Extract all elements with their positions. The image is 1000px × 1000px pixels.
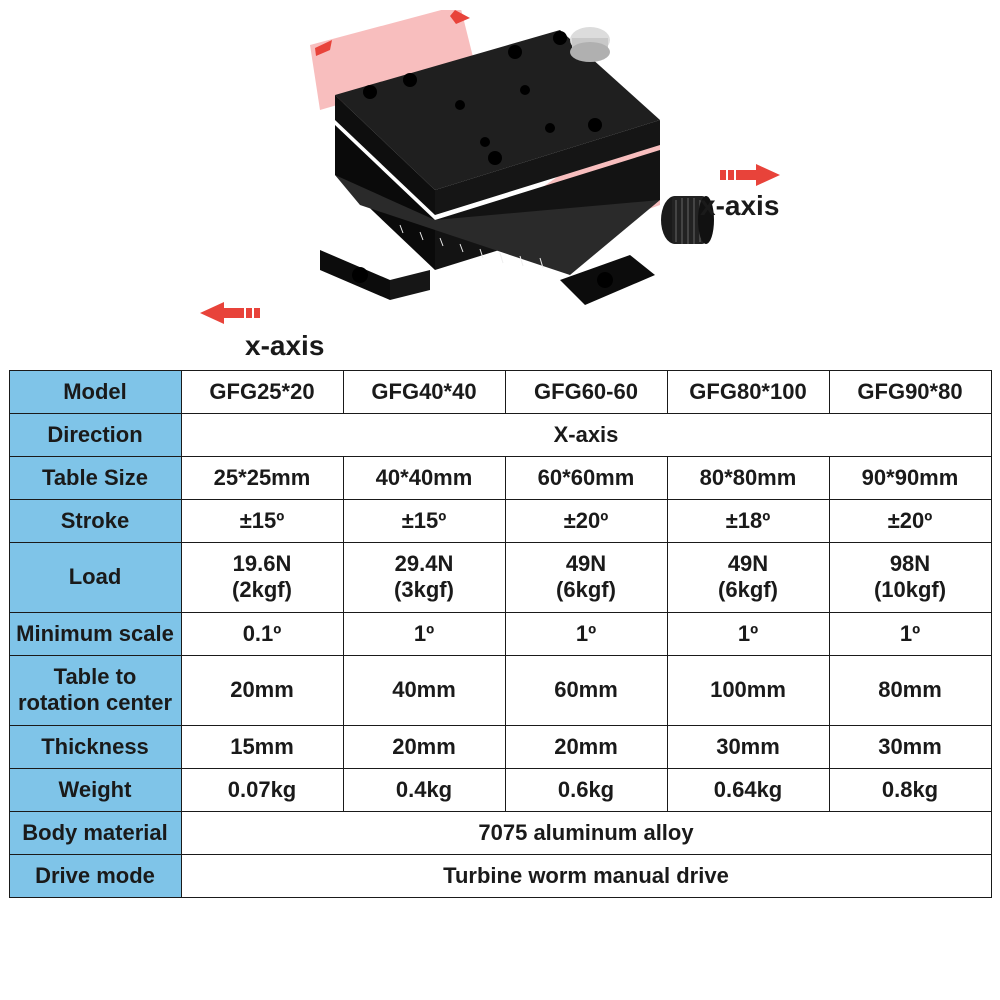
- axis-label-right: x-axis: [700, 190, 779, 222]
- row-label: Table torotation center: [9, 655, 181, 725]
- table-row: Body material 7075 aluminum alloy: [9, 811, 991, 854]
- row-label: Table Size: [9, 457, 181, 500]
- row-label: Weight: [9, 768, 181, 811]
- table-row: Thickness 15mm 20mm 20mm 30mm 30mm: [9, 725, 991, 768]
- cell: 1º: [829, 612, 991, 655]
- cell: ±20º: [829, 500, 991, 543]
- row-label: Thickness: [9, 725, 181, 768]
- cell: ±20º: [505, 500, 667, 543]
- cell: 49N(6kgf): [505, 543, 667, 613]
- row-label: Model: [9, 371, 181, 414]
- product-image-area: x-axis x-axis: [0, 0, 1000, 370]
- cell: 20mm: [181, 655, 343, 725]
- cell: 0.07kg: [181, 768, 343, 811]
- cell: 80mm: [829, 655, 991, 725]
- row-label: Drive mode: [9, 854, 181, 897]
- cell: 1º: [505, 612, 667, 655]
- row-label: Stroke: [9, 500, 181, 543]
- cell: 49N(6kgf): [667, 543, 829, 613]
- cell: 100mm: [667, 655, 829, 725]
- cell: ±18º: [667, 500, 829, 543]
- axis-label-left: x-axis: [245, 330, 324, 362]
- cell: 60mm: [505, 655, 667, 725]
- cell: 98N(10kgf): [829, 543, 991, 613]
- cell: GFG90*80: [829, 371, 991, 414]
- cell: 90*90mm: [829, 457, 991, 500]
- cell: 60*60mm: [505, 457, 667, 500]
- cell: 7075 aluminum alloy: [181, 811, 991, 854]
- arrow-left-icon: [190, 298, 260, 328]
- cell: 29.4N(3kgf): [343, 543, 505, 613]
- table-row: Stroke ±15º ±15º ±20º ±18º ±20º: [9, 500, 991, 543]
- cell: GFG80*100: [667, 371, 829, 414]
- cell: 0.1º: [181, 612, 343, 655]
- table-row: Load 19.6N(2kgf) 29.4N(3kgf) 49N(6kgf) 4…: [9, 543, 991, 613]
- cell: 40mm: [343, 655, 505, 725]
- page-container: x-axis x-axis Model GFG25*20 GFG40*40 GF…: [0, 0, 1000, 898]
- cell: ±15º: [343, 500, 505, 543]
- cell: 40*40mm: [343, 457, 505, 500]
- cell: 30mm: [829, 725, 991, 768]
- row-label: Body material: [9, 811, 181, 854]
- row-label: Minimum scale: [9, 612, 181, 655]
- arrow-right-icon: [720, 160, 790, 190]
- cell: 20mm: [343, 725, 505, 768]
- table-row: Direction X-axis: [9, 414, 991, 457]
- cell: Turbine worm manual drive: [181, 854, 991, 897]
- spec-table: Model GFG25*20 GFG40*40 GFG60-60 GFG80*1…: [9, 370, 992, 898]
- cell: 1º: [667, 612, 829, 655]
- table-row: Weight 0.07kg 0.4kg 0.6kg 0.64kg 0.8kg: [9, 768, 991, 811]
- table-row: Minimum scale 0.1º 1º 1º 1º 1º: [9, 612, 991, 655]
- cell: 25*25mm: [181, 457, 343, 500]
- cell: 30mm: [667, 725, 829, 768]
- table-row: Model GFG25*20 GFG40*40 GFG60-60 GFG80*1…: [9, 371, 991, 414]
- cell: 20mm: [505, 725, 667, 768]
- table-row: Table Size 25*25mm 40*40mm 60*60mm 80*80…: [9, 457, 991, 500]
- cell: 0.8kg: [829, 768, 991, 811]
- cell: 15mm: [181, 725, 343, 768]
- cell: GFG40*40: [343, 371, 505, 414]
- row-label: Load: [9, 543, 181, 613]
- cell: 19.6N(2kgf): [181, 543, 343, 613]
- cell: X-axis: [181, 414, 991, 457]
- product-illustration: [260, 10, 760, 360]
- cell: GFG60-60: [505, 371, 667, 414]
- table-row: Drive mode Turbine worm manual drive: [9, 854, 991, 897]
- cell: 0.64kg: [667, 768, 829, 811]
- cell: 1º: [343, 612, 505, 655]
- row-label: Direction: [9, 414, 181, 457]
- cell: GFG25*20: [181, 371, 343, 414]
- cell: ±15º: [181, 500, 343, 543]
- table-row: Table torotation center 20mm 40mm 60mm 1…: [9, 655, 991, 725]
- cell: 0.6kg: [505, 768, 667, 811]
- cell: 80*80mm: [667, 457, 829, 500]
- cell: 0.4kg: [343, 768, 505, 811]
